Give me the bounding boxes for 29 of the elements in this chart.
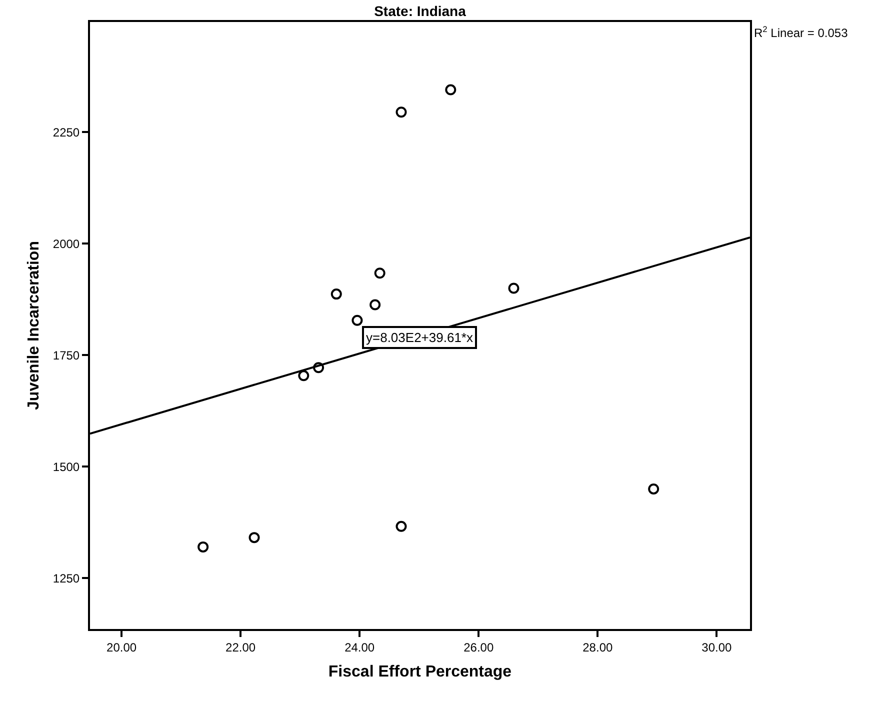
point [374, 268, 386, 279]
point [248, 532, 260, 544]
annotation: y=8.03E2+39.61*x [366, 330, 474, 345]
point [370, 299, 381, 310]
point [508, 282, 520, 294]
point [313, 362, 324, 374]
y-axis-title: Juvenile Incarceration [25, 241, 42, 410]
y-tick-label: 1500 [52, 460, 80, 474]
x-tick-label: 28.00 [582, 640, 613, 654]
point [330, 288, 342, 300]
point [298, 370, 310, 382]
y-tick-label: 2000 [52, 236, 80, 251]
x-axis-title: Fiscal Effort Percentage [328, 664, 512, 681]
point [445, 84, 456, 96]
y-tick-label: 1750 [52, 348, 80, 362]
x-tick-label: 26.00 [464, 640, 494, 654]
chart-title: State: Indiana [374, 2, 466, 19]
x-tick-label: 24.00 [344, 640, 375, 654]
y-tick-label: 2250 [52, 125, 80, 140]
text: R$^{2}$ Linear = 0.053 [754, 24, 848, 40]
x-tick-label: 30.00 [702, 640, 732, 654]
y-tick-label: 1250 [52, 571, 80, 586]
point [198, 541, 209, 552]
point [352, 314, 363, 326]
point [396, 106, 407, 118]
point [396, 520, 407, 532]
x-tick-label: 22.00 [226, 640, 256, 654]
point [648, 483, 660, 494]
x-tick-label: 20.00 [106, 640, 137, 654]
